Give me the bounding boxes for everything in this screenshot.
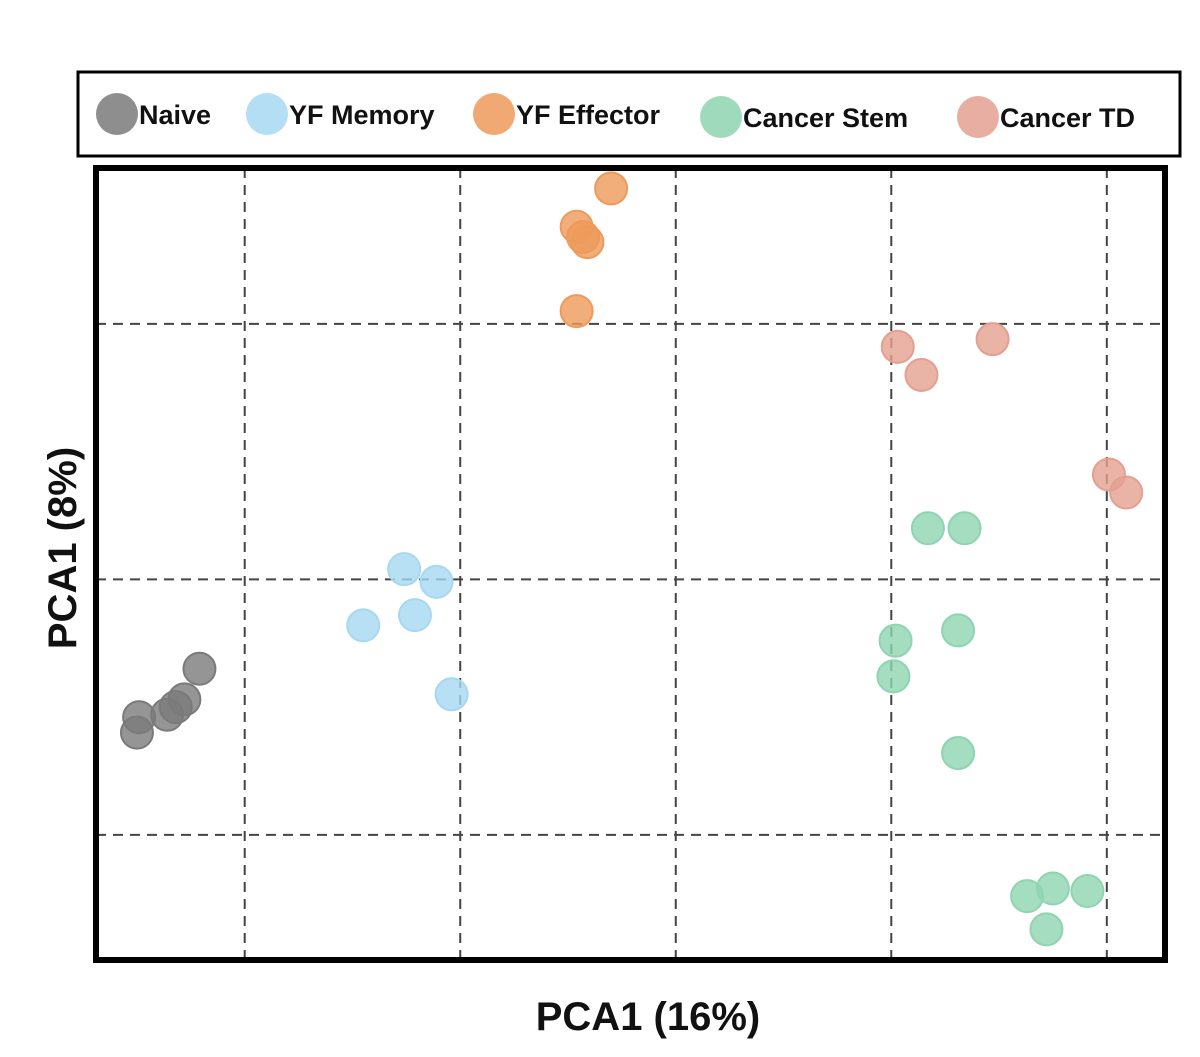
point-naive: [119, 715, 154, 750]
point-cancer-stem: [947, 511, 982, 546]
point-cancer-td: [1109, 475, 1144, 510]
legend-label-cancer-td: Cancer TD: [1000, 103, 1135, 133]
legend-marker-cancer-td: [957, 96, 999, 138]
point-cancer-stem: [941, 736, 976, 771]
point-naive: [150, 697, 185, 732]
point-cancer-stem: [910, 511, 945, 546]
point-cancer-stem: [876, 659, 911, 694]
point-yf-memory: [387, 552, 422, 587]
point-cancer-td: [975, 322, 1010, 357]
point-yf-memory: [346, 608, 381, 643]
point-cancer-td: [880, 329, 915, 364]
point-yf-memory: [397, 598, 432, 633]
point-naive: [182, 651, 217, 686]
point-cancer-stem: [1070, 874, 1105, 909]
point-yf-memory: [434, 677, 469, 712]
point-yf-memory: [419, 564, 454, 599]
grid: [96, 168, 1165, 960]
point-cancer-stem: [878, 623, 913, 658]
point-cancer-td: [904, 357, 939, 392]
legend-label-yf-memory: YF Memory: [289, 100, 435, 130]
point-cancer-stem: [1029, 912, 1064, 947]
x-axis-label: PCA1 (16%): [536, 995, 761, 1039]
legend-marker-yf-effector: [473, 93, 515, 135]
legend-marker-naive: [96, 93, 138, 135]
point-cancer-stem: [941, 613, 976, 648]
point-yf-effector: [559, 294, 594, 329]
legend-marker-yf-memory: [246, 93, 288, 135]
legend-label-naive: Naive: [139, 100, 211, 130]
point-yf-effector: [570, 225, 605, 260]
data-points: [119, 171, 1144, 947]
legend: Naive YF Memory YF Effector Cancer Stem Canc…: [76, 70, 1182, 158]
point-cancer-stem: [1035, 871, 1070, 906]
legend-label-cancer-stem: Cancer Stem: [743, 103, 908, 133]
legend-marker-cancer-stem: [700, 96, 742, 138]
plot-frame: [93, 165, 1168, 963]
point-yf-effector: [594, 171, 629, 206]
y-axis-label: PCA1 (8%): [41, 447, 85, 649]
legend-label-yf-effector: YF Effector: [516, 100, 661, 130]
